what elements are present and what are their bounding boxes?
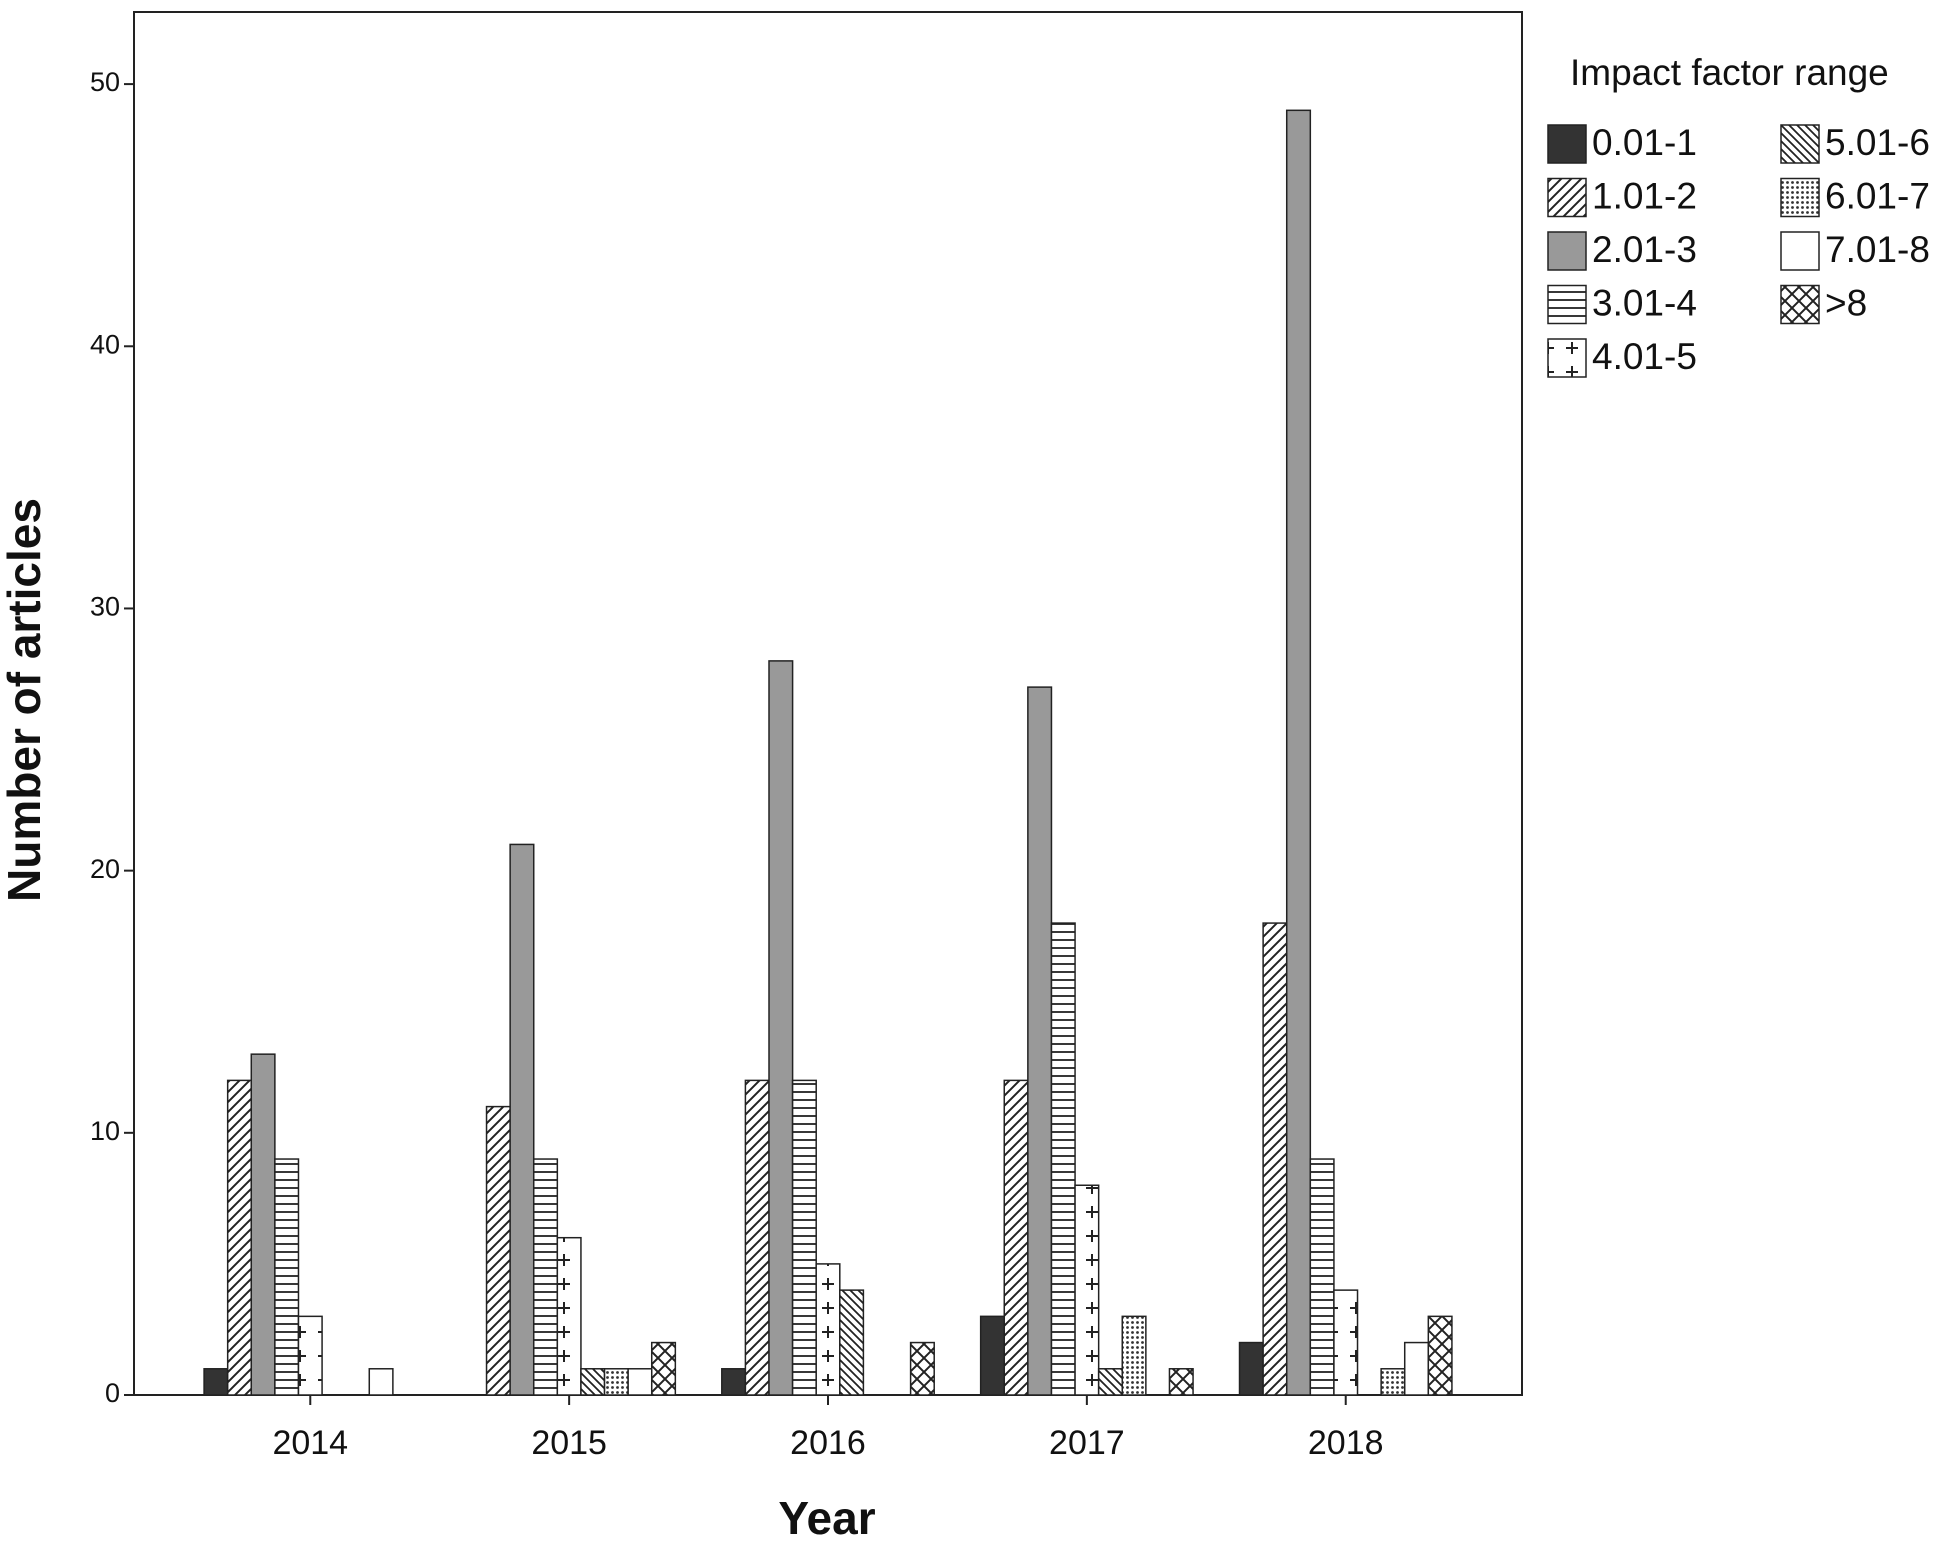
legend-label: 2.01-3: [1592, 229, 1697, 270]
legend-label: >8: [1825, 282, 1867, 323]
legend-swatch: [1547, 177, 1587, 218]
y-tick-label: 10: [90, 1116, 120, 1146]
x-axis-title: Year: [778, 1492, 875, 1544]
y-tick-label: 40: [90, 329, 120, 359]
bar: [791, 1079, 817, 1396]
bar: [1285, 109, 1312, 1396]
legend-title: Impact factor range: [1570, 52, 1889, 93]
bar: [1097, 1368, 1124, 1396]
bar: [580, 1368, 606, 1396]
x-tick-label: 2015: [531, 1424, 607, 1462]
bar: [1380, 1368, 1406, 1396]
y-axis-title: Number of articles: [0, 498, 50, 902]
legend-swatch: [1780, 284, 1820, 325]
bar: [509, 843, 535, 1396]
bar: [650, 1341, 677, 1396]
bar: [768, 660, 794, 1396]
legend-label: 0.01-1: [1592, 122, 1697, 163]
bar: [627, 1368, 653, 1396]
bar: [1003, 1079, 1029, 1396]
x-tick-label: 2016: [790, 1424, 866, 1462]
bar: [556, 1236, 582, 1396]
bar: [1050, 922, 1076, 1396]
bar: [721, 1368, 747, 1396]
legend-swatch: [1547, 284, 1587, 325]
legend-label: 6.01-7: [1825, 175, 1930, 216]
y-tick-label: 0: [105, 1378, 120, 1408]
legend-swatch: [1547, 338, 1587, 378]
x-tick-label: 2017: [1049, 1424, 1125, 1462]
bar: [1403, 1341, 1430, 1396]
legend-swatch: [1780, 231, 1820, 271]
bar: [1027, 686, 1053, 1396]
bar: [1074, 1184, 1100, 1396]
bar: [1262, 922, 1288, 1396]
legend-label: 4.01-5: [1592, 336, 1697, 377]
legend-swatch: [1780, 124, 1820, 164]
bar: [297, 1315, 323, 1396]
bar: [203, 1368, 229, 1396]
bar: [744, 1079, 770, 1396]
bar: [532, 1158, 559, 1396]
bar: [274, 1158, 300, 1396]
bar: [1333, 1289, 1359, 1396]
bar: [839, 1289, 865, 1396]
y-tick-label: 30: [90, 592, 120, 622]
bar: [1309, 1158, 1335, 1396]
bar: [603, 1368, 629, 1396]
y-tick-label: 50: [90, 67, 120, 97]
legend-label: 3.01-4: [1592, 282, 1697, 323]
legend-label: 5.01-6: [1825, 122, 1930, 163]
bar: [979, 1315, 1006, 1396]
bar: [1238, 1341, 1264, 1396]
bar: [1168, 1368, 1194, 1396]
legend-label: 7.01-8: [1825, 229, 1930, 270]
legend-swatch: [1547, 124, 1587, 164]
bar: [909, 1341, 935, 1396]
legend-swatch: [1547, 231, 1587, 271]
x-tick-label: 2018: [1308, 1424, 1384, 1462]
bar: [1427, 1315, 1453, 1396]
x-tick-label: 2014: [272, 1424, 348, 1462]
bar: [1121, 1315, 1147, 1396]
bar: [815, 1263, 841, 1396]
bar: [226, 1079, 253, 1396]
y-tick-label: 20: [90, 854, 120, 884]
legend-swatch: [1780, 177, 1820, 218]
bar: [485, 1105, 511, 1396]
bar: [368, 1368, 394, 1396]
legend-label: 1.01-2: [1592, 175, 1697, 216]
bar: [250, 1053, 276, 1396]
